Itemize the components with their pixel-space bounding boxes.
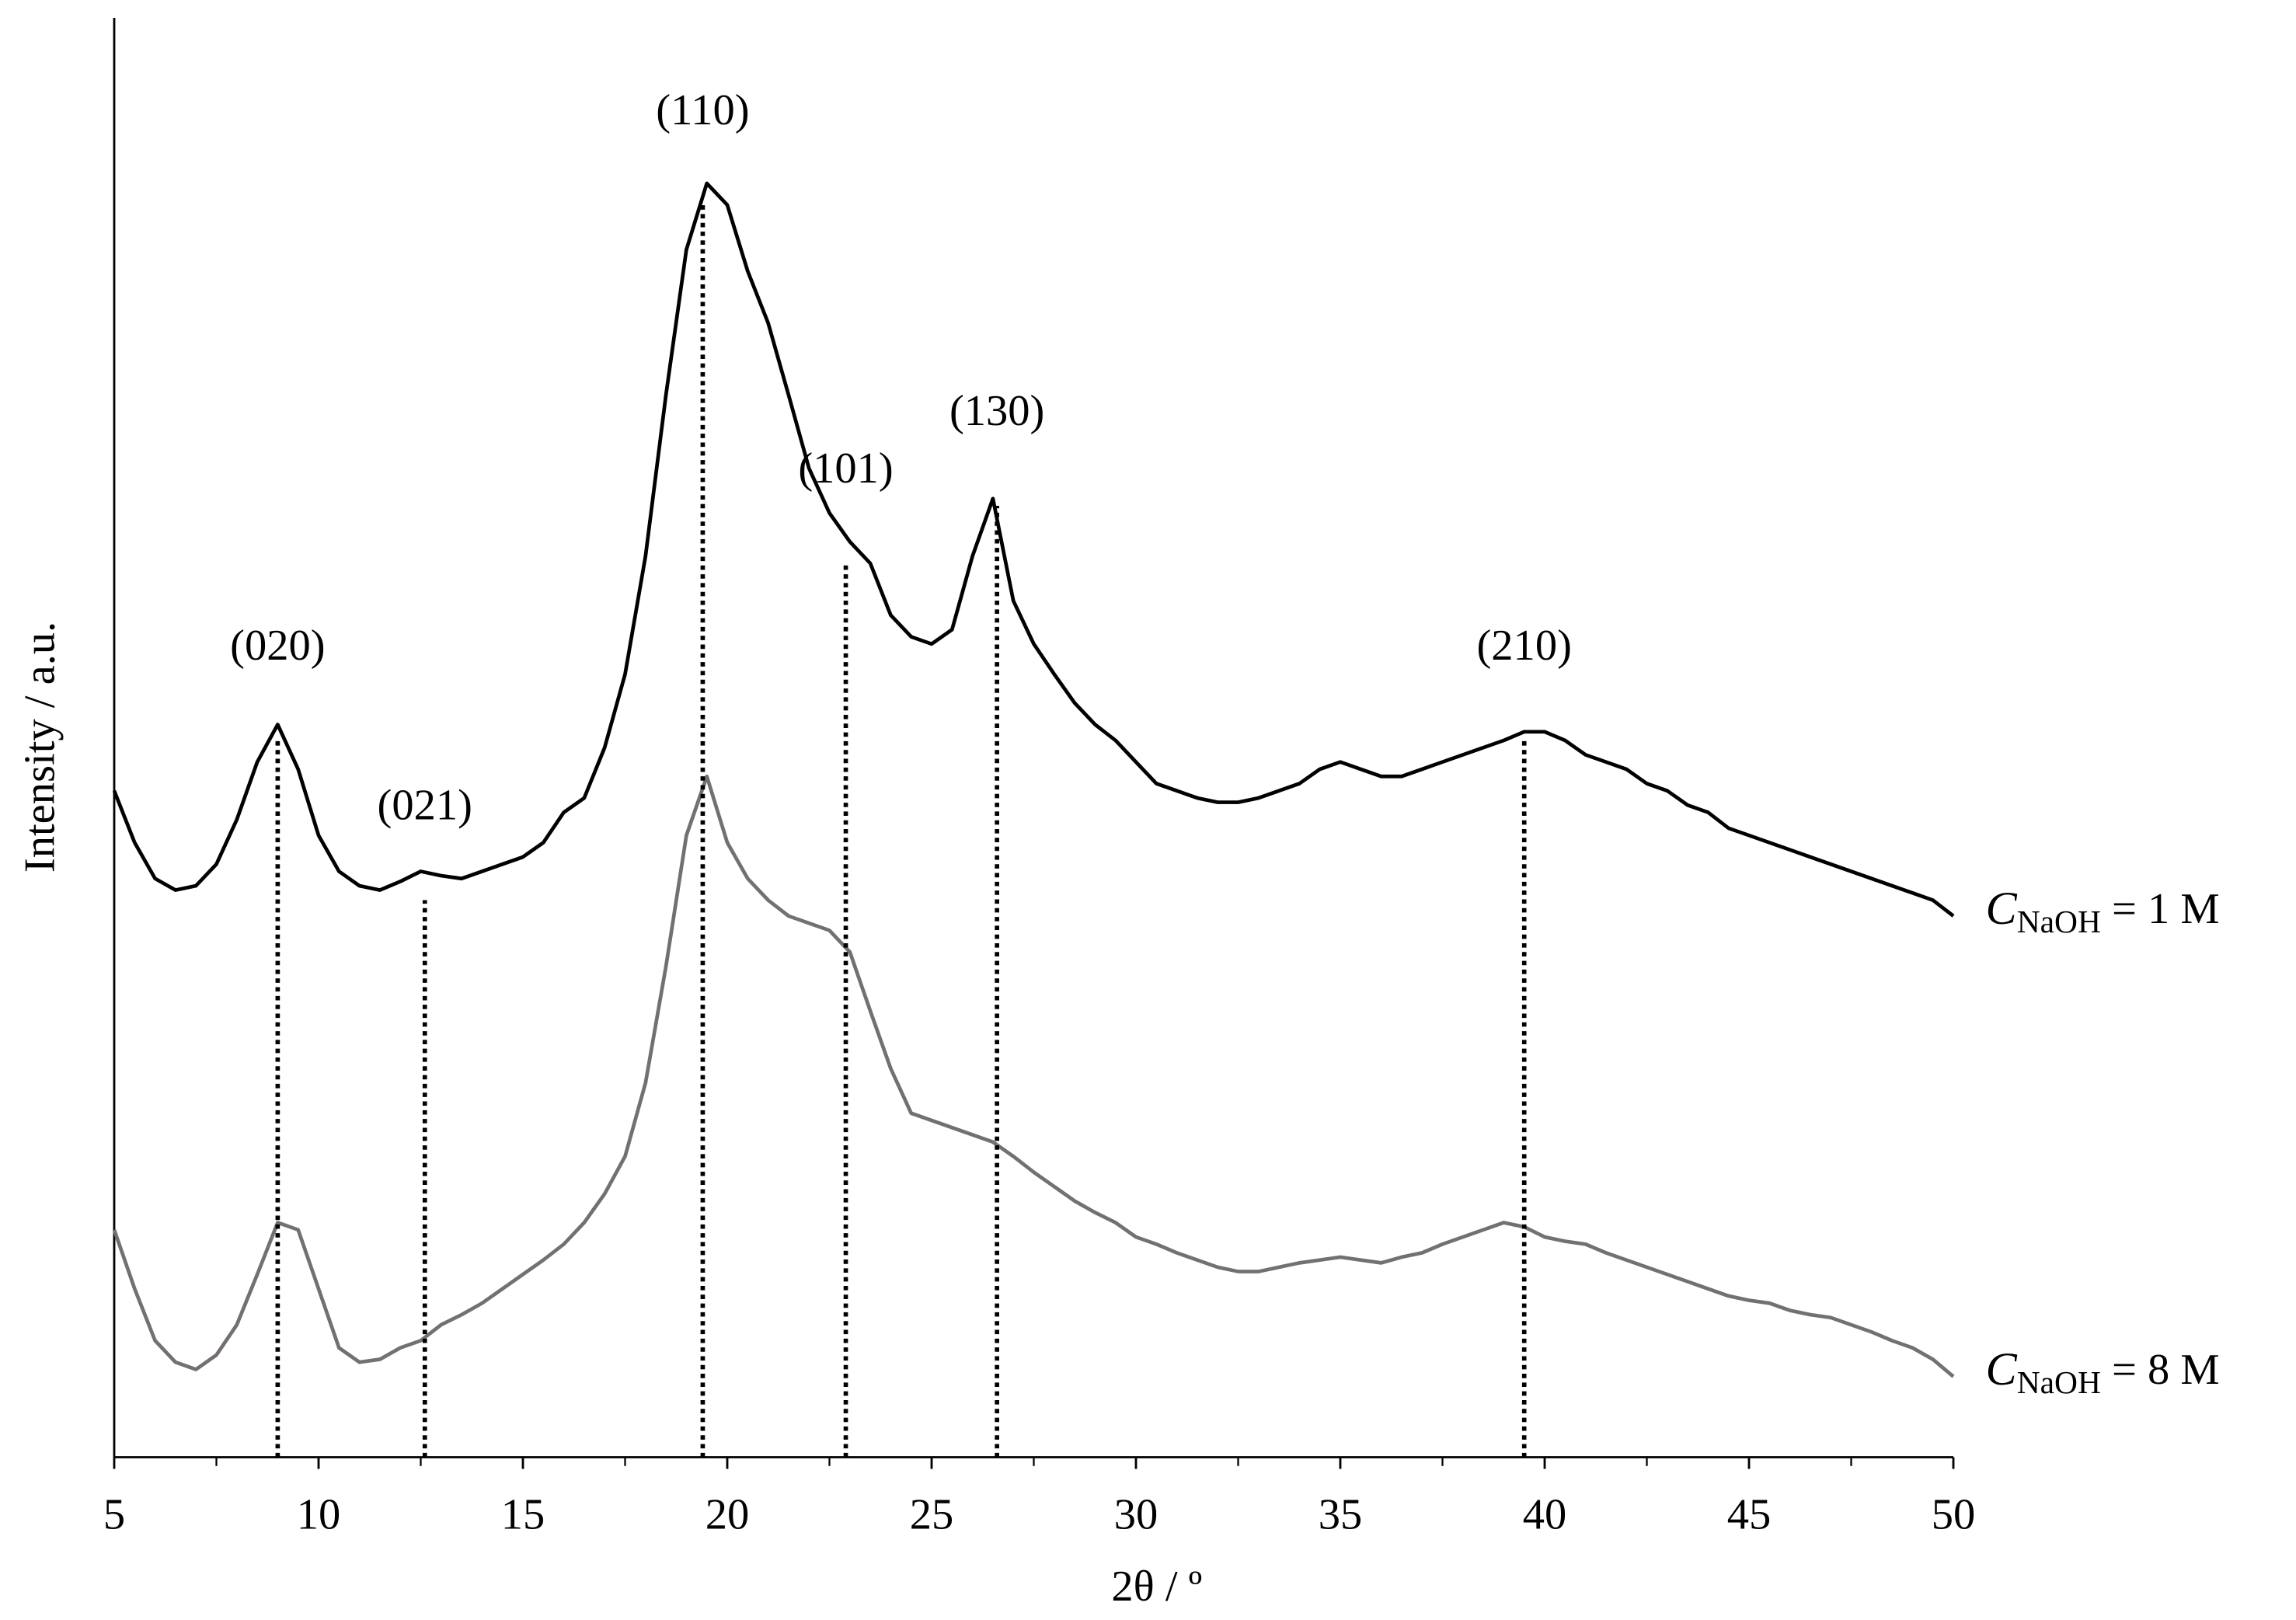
x-tick-label: 35 (1319, 1491, 1363, 1539)
x-tick-label: 40 (1523, 1491, 1567, 1539)
x-axis-label: 2θ / º (1111, 1563, 1202, 1611)
legend-rest: = 8 M (2101, 1346, 2220, 1394)
x-tick-label: 5 (103, 1491, 125, 1539)
y-axis-label: Intensity / a.u. (16, 622, 64, 873)
peak-label: (110) (656, 86, 749, 134)
peak-label: (130) (949, 387, 1044, 435)
x-tick-label: 10 (297, 1491, 341, 1539)
legend-subscript: NaOH (2017, 1364, 2101, 1400)
x-tick-label: 15 (501, 1491, 545, 1539)
legend-symbol: C (1985, 1343, 2017, 1395)
peak-label: (020) (230, 622, 325, 670)
legend-rest: = 1 M (2101, 885, 2220, 933)
x-tick-label: 30 (1114, 1491, 1158, 1539)
series-line (112, 181, 1955, 918)
legend-subscript: NaOH (2017, 904, 2101, 939)
x-tick-label: 45 (1727, 1491, 1772, 1539)
series-line (112, 774, 1955, 1378)
x-tick-label: 50 (1932, 1491, 1976, 1539)
legend-label: CNaOH = 8 M (1985, 1343, 2219, 1400)
legend-symbol: C (1985, 883, 2017, 935)
x-tick-label: 20 (706, 1491, 750, 1539)
x-tick-label: 25 (910, 1491, 954, 1539)
legend-label: CNaOH = 1 M (1985, 883, 2219, 939)
peak-label: (210) (1476, 622, 1571, 670)
peak-label: (021) (378, 782, 472, 830)
peak-label: (101) (798, 444, 893, 493)
